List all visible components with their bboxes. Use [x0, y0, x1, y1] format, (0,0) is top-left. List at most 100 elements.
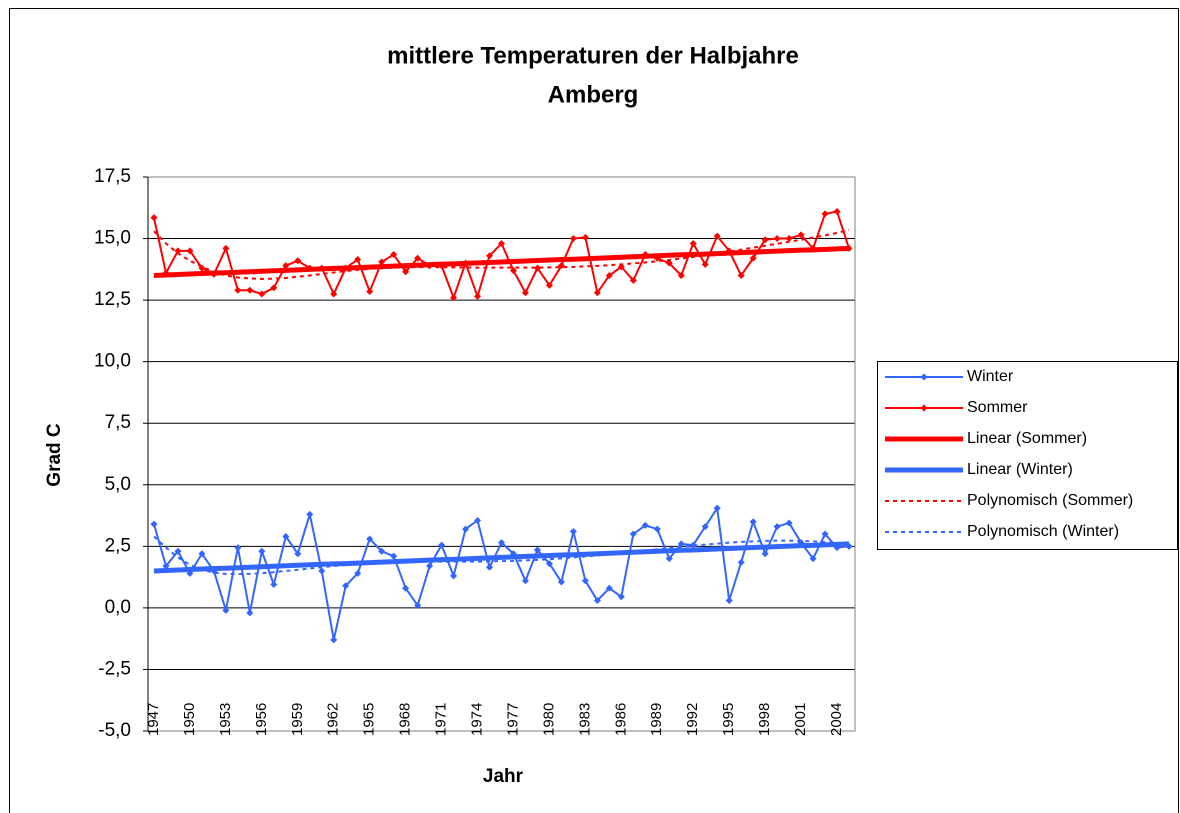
point-marker	[198, 550, 206, 558]
point-marker	[186, 247, 194, 255]
x-tick-label: 1977	[504, 703, 521, 736]
point-marker	[390, 552, 398, 560]
x-tick-label: 1974	[469, 703, 486, 736]
point-marker	[713, 232, 721, 240]
x-tick-label: 1971	[433, 703, 450, 736]
legend-label: Polynomisch (Winter)	[967, 523, 1119, 540]
point-marker	[605, 584, 613, 592]
chart-border	[9, 8, 1179, 813]
point-marker	[258, 547, 266, 555]
point-marker	[821, 530, 829, 538]
point-marker	[785, 235, 793, 243]
point-marker	[533, 546, 541, 554]
point-marker	[737, 271, 745, 279]
point-marker	[665, 259, 673, 267]
legend-marker	[920, 404, 928, 412]
legend-label: Linear (Sommer)	[967, 430, 1087, 447]
y-tick-label: 10,0	[94, 351, 131, 372]
y-axis-title: Grad C	[44, 423, 65, 487]
y-tick-label: 12,5	[94, 289, 131, 310]
legend-label: Sommer	[967, 399, 1028, 416]
point-marker	[498, 539, 505, 547]
point-marker	[713, 504, 721, 512]
point-marker	[438, 541, 446, 549]
x-tick-label: 1986	[612, 703, 629, 736]
point-marker	[617, 593, 625, 601]
point-marker	[294, 257, 302, 265]
point-marker	[366, 535, 374, 543]
y-tick-label: 15,0	[94, 228, 131, 249]
point-marker	[330, 636, 338, 644]
point-marker	[689, 239, 697, 247]
x-tick-label: 1950	[181, 703, 198, 736]
legend-box	[877, 361, 1178, 550]
point-marker	[689, 541, 697, 549]
point-marker	[234, 544, 242, 552]
point-marker	[414, 601, 422, 609]
point-marker	[426, 562, 434, 570]
point-marker	[833, 207, 841, 215]
point-marker	[234, 286, 242, 294]
legend-marker	[920, 373, 928, 381]
point-marker	[677, 271, 685, 279]
legend-label: Polynomisch (Sommer)	[967, 492, 1133, 509]
x-tick-label: 1968	[397, 703, 414, 736]
point-marker	[749, 254, 757, 262]
point-marker	[258, 290, 266, 298]
point-marker	[150, 520, 158, 528]
x-tick-label: 1953	[217, 703, 234, 736]
point-marker	[402, 584, 410, 592]
point-marker	[354, 569, 362, 577]
point-marker	[222, 244, 230, 252]
point-marker	[270, 284, 278, 292]
point-marker	[509, 267, 517, 275]
x-tick-label: 1965	[361, 703, 378, 736]
point-marker	[809, 555, 817, 563]
series-line	[153, 228, 850, 280]
y-tick-label: 0,0	[105, 597, 131, 618]
point-marker	[282, 532, 290, 540]
y-tick-label: 2,5	[105, 535, 131, 556]
point-marker	[174, 547, 182, 555]
x-tick-label: 1989	[648, 703, 665, 736]
y-tick-label: -2,5	[98, 658, 131, 679]
point-marker	[450, 294, 458, 302]
point-marker	[665, 555, 673, 563]
point-marker	[222, 606, 230, 614]
point-marker	[402, 268, 410, 276]
chart-subtitle: Amberg	[548, 81, 639, 108]
point-marker	[270, 580, 278, 588]
point-marker	[474, 516, 482, 524]
x-tick-label: 1980	[540, 703, 557, 736]
point-marker	[521, 577, 529, 585]
x-tick-label: 1995	[720, 703, 737, 736]
point-marker	[569, 528, 577, 536]
point-marker	[737, 558, 745, 566]
point-marker	[761, 236, 769, 244]
point-marker	[306, 510, 314, 518]
point-marker	[557, 262, 565, 270]
point-marker	[593, 289, 601, 297]
y-tick-label: 7,5	[105, 412, 131, 433]
x-tick-label: 1983	[576, 703, 593, 736]
point-marker	[785, 519, 793, 527]
x-tick-label: 1998	[756, 703, 773, 736]
point-marker	[569, 235, 577, 243]
point-marker	[462, 525, 470, 533]
chart-title: mittlere Temperaturen der Halbjahre	[387, 42, 799, 69]
point-marker	[725, 597, 733, 605]
point-marker	[246, 286, 254, 294]
point-marker	[354, 255, 362, 263]
point-marker	[450, 572, 458, 580]
point-marker	[246, 609, 254, 617]
x-tick-label: 1992	[684, 703, 701, 736]
point-marker	[629, 276, 637, 284]
point-marker	[330, 290, 338, 298]
point-marker	[282, 262, 290, 270]
point-marker	[773, 235, 781, 243]
point-marker	[533, 264, 541, 272]
point-marker	[641, 521, 649, 529]
point-marker	[653, 525, 661, 533]
x-tick-label: 2004	[828, 703, 845, 736]
